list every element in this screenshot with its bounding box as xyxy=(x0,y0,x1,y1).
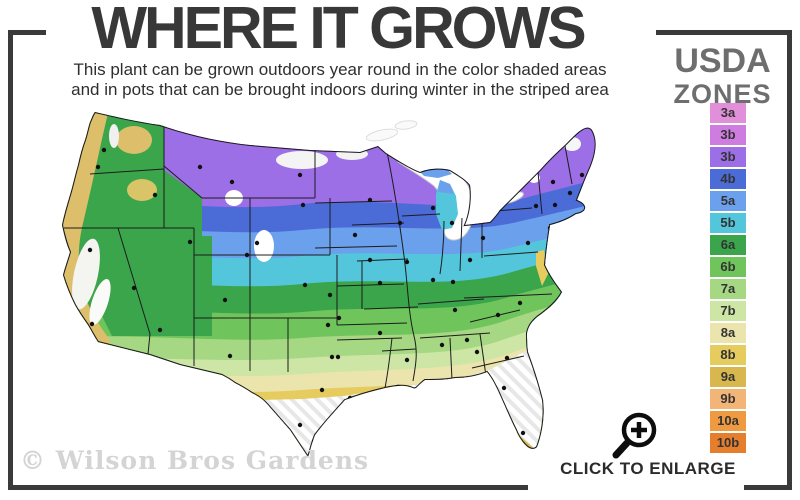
sierra-patch xyxy=(89,279,111,325)
frame-border-bottom-left xyxy=(8,485,528,490)
north-dakota-patch xyxy=(336,148,368,160)
frame-border-top-right xyxy=(656,30,792,35)
city-dots xyxy=(87,147,585,444)
zone-swatch-5a: 5a xyxy=(710,191,746,211)
canada-lakes xyxy=(365,120,418,142)
subtitle-line-2: and in pots that can be brought indoors … xyxy=(71,80,609,99)
zone-swatch-3a: 3a xyxy=(710,103,746,123)
zone-swatch-6b: 6b xyxy=(710,257,746,277)
zone-swatch-9a: 9a xyxy=(710,367,746,387)
frame-border-right xyxy=(787,30,792,490)
magnifier-plus-icon[interactable] xyxy=(608,408,666,464)
california-valley-patch xyxy=(72,238,100,310)
frame-border-top-left xyxy=(8,30,46,35)
usda-zones-heading: USDA ZONES xyxy=(655,44,790,108)
zone-swatch-5b: 5b xyxy=(710,213,746,233)
click-to-enlarge-label[interactable]: CLICK TO ENLARGE xyxy=(560,459,736,478)
zone-swatch-8b: 8b xyxy=(710,345,746,365)
zone-swatch-10a: 10a xyxy=(710,411,746,431)
state-borders xyxy=(64,123,573,389)
subtitle: This plant can be grown outdoors year ro… xyxy=(40,60,640,100)
page-title: WHERE IT GROWS xyxy=(91,0,586,61)
zone-swatch-6a: 6a xyxy=(710,235,746,255)
zone-swatch-7a: 7a xyxy=(710,279,746,299)
zone-swatch-9b: 9b xyxy=(710,389,746,409)
michigan-mitt-north xyxy=(438,180,454,194)
frame-border-bottom-right xyxy=(744,485,792,490)
watermark: © Wilson Bros Gardens xyxy=(20,446,370,475)
usda-zone-map[interactable] xyxy=(52,106,612,471)
cascades-patch xyxy=(109,124,119,148)
zone-swatch-3b: 3b xyxy=(710,125,746,145)
zone-swatch-8a: 8a xyxy=(710,323,746,343)
colorado-rockies-patch xyxy=(254,230,274,262)
subtitle-line-1: This plant can be grown outdoors year ro… xyxy=(73,60,607,79)
zone-legend-list: 3a 3b 3b 4b 5a 5b 6a 6b 7a 7b 8a 8b 9a 9b 10a 10b xyxy=(710,103,746,455)
montana-plains-patch xyxy=(276,151,328,169)
frame-border-left xyxy=(8,30,13,490)
zone-swatch-4b: 4b xyxy=(710,169,746,189)
zone-swatch-7b: 7b xyxy=(710,301,746,321)
zone-swatch-10b: 10b xyxy=(710,433,746,453)
usda-label: USDA xyxy=(674,42,771,80)
oregon-high-desert xyxy=(127,179,157,201)
zone-swatch-3b: 3b xyxy=(710,147,746,167)
columbia-basin-tan xyxy=(116,126,152,154)
